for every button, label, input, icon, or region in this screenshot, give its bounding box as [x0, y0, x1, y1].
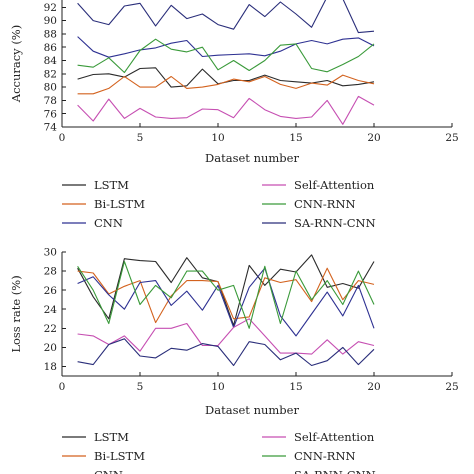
accuracy-line-cnn: [77, 36, 375, 58]
accuracy-legend-label-lstm: LSTM: [94, 178, 129, 192]
accuracy-x-tick-label: 25: [445, 132, 458, 144]
loss-rate-legend-label-lstm: LSTM: [94, 430, 129, 444]
accuracy-y-tick-label: 84: [44, 55, 58, 67]
accuracy-x-tick-label: 5: [137, 132, 144, 144]
accuracy-x-axis-title: Dataset number: [205, 151, 299, 165]
accuracy-y-tick-label: 90: [44, 15, 57, 27]
loss-rate-line-sa-rnn-cnn: [77, 338, 375, 367]
loss-rate-line-lstm: [77, 254, 375, 326]
loss-rate-x-tick-label: 0: [59, 381, 66, 393]
loss-rate-legend-label-bi-lstm: Bi-LSTM: [94, 449, 145, 463]
loss-rate-y-axis-title: Loss rate (%): [9, 275, 23, 352]
loss-rate-line-cnn-rnn: [77, 260, 375, 329]
accuracy-legend: LSTM Self-Attention Bi-LSTM CNN-RNN CNN SA-RN…: [62, 178, 376, 230]
accuracy-y-tick-label: 78: [44, 95, 57, 107]
loss-rate-line-self-attention: [77, 318, 375, 355]
accuracy-x-tick-label: 15: [289, 132, 302, 144]
loss-rate-y-tick-label: 18: [44, 361, 57, 373]
accuracy-line-self-attention: [77, 95, 375, 125]
loss-rate-y-tick-label: 30: [44, 247, 57, 259]
loss-rate-x-tick-label: 25: [445, 381, 458, 393]
loss-rate-x-tick-label: 15: [289, 381, 302, 393]
accuracy-legend-label-bi-lstm: Bi-LSTM: [94, 197, 145, 211]
loss-rate-legend-label-cnn: CNN: [94, 468, 123, 474]
accuracy-legend-label-cnn-rnn: CNN-RNN: [294, 197, 356, 211]
loss-rate-x-tick-label: 20: [367, 381, 380, 393]
accuracy-y-tick-label: 86: [44, 42, 58, 54]
loss-rate-legend-label-sa-rnn-cnn: SA-RNN-CNN: [294, 468, 376, 474]
accuracy-line-sa-rnn-cnn: [77, 0, 375, 34]
accuracy-y-tick-label: 82: [44, 68, 57, 80]
accuracy-x-tick-label: 10: [211, 132, 224, 144]
loss-rate-x-tick-label: 5: [137, 381, 144, 393]
loss-rate-y-tick-label: 26: [44, 285, 58, 297]
accuracy-line-bi-lstm: [77, 74, 375, 95]
loss-rate-y-tick-label: 20: [44, 342, 57, 354]
loss-rate-legend: LSTM Self-Attention Bi-LSTM CNN-RNN CNN SA-RN…: [62, 430, 376, 474]
loss-rate-series-group: [77, 254, 375, 367]
accuracy-y-tick-label: 76: [44, 108, 58, 120]
accuracy-y-tick-label: 80: [44, 82, 57, 94]
accuracy-legend-label-cnn: CNN: [94, 216, 123, 230]
loss-rate-y-tick-label: 28: [44, 266, 57, 278]
accuracy-series-group: [77, 0, 375, 125]
loss-rate-legend-label-self-attention: Self-Attention: [294, 430, 375, 444]
accuracy-y-tick-label: 88: [44, 29, 57, 41]
loss-rate-y-tick-label: 24: [44, 304, 58, 316]
accuracy-line-cnn-rnn: [77, 38, 375, 74]
loss-rate-line-bi-lstm: [77, 267, 375, 324]
accuracy-y-tick-label: 92: [44, 2, 57, 14]
loss-rate-chart: 0 5 10 15 20 25 18 20 22 24 26 28 30 Dataset number Lo…: [9, 247, 459, 474]
loss-rate-line-cnn: [77, 267, 375, 337]
accuracy-y-axis-title: Accuracy (%): [9, 25, 23, 103]
accuracy-legend-label-sa-rnn-cnn: SA-RNN-CNN: [294, 216, 376, 230]
accuracy-x-tick-label: 20: [367, 132, 380, 144]
accuracy-y-tick-label: 74: [44, 122, 58, 134]
loss-rate-legend-label-cnn-rnn: CNN-RNN: [294, 449, 356, 463]
accuracy-x-tick-label: 0: [59, 132, 66, 144]
loss-rate-x-tick-label: 10: [211, 381, 224, 393]
loss-rate-x-axis-title: Dataset number: [205, 403, 299, 417]
loss-rate-y-tick-label: 22: [44, 323, 57, 335]
accuracy-legend-label-self-attention: Self-Attention: [294, 178, 375, 192]
